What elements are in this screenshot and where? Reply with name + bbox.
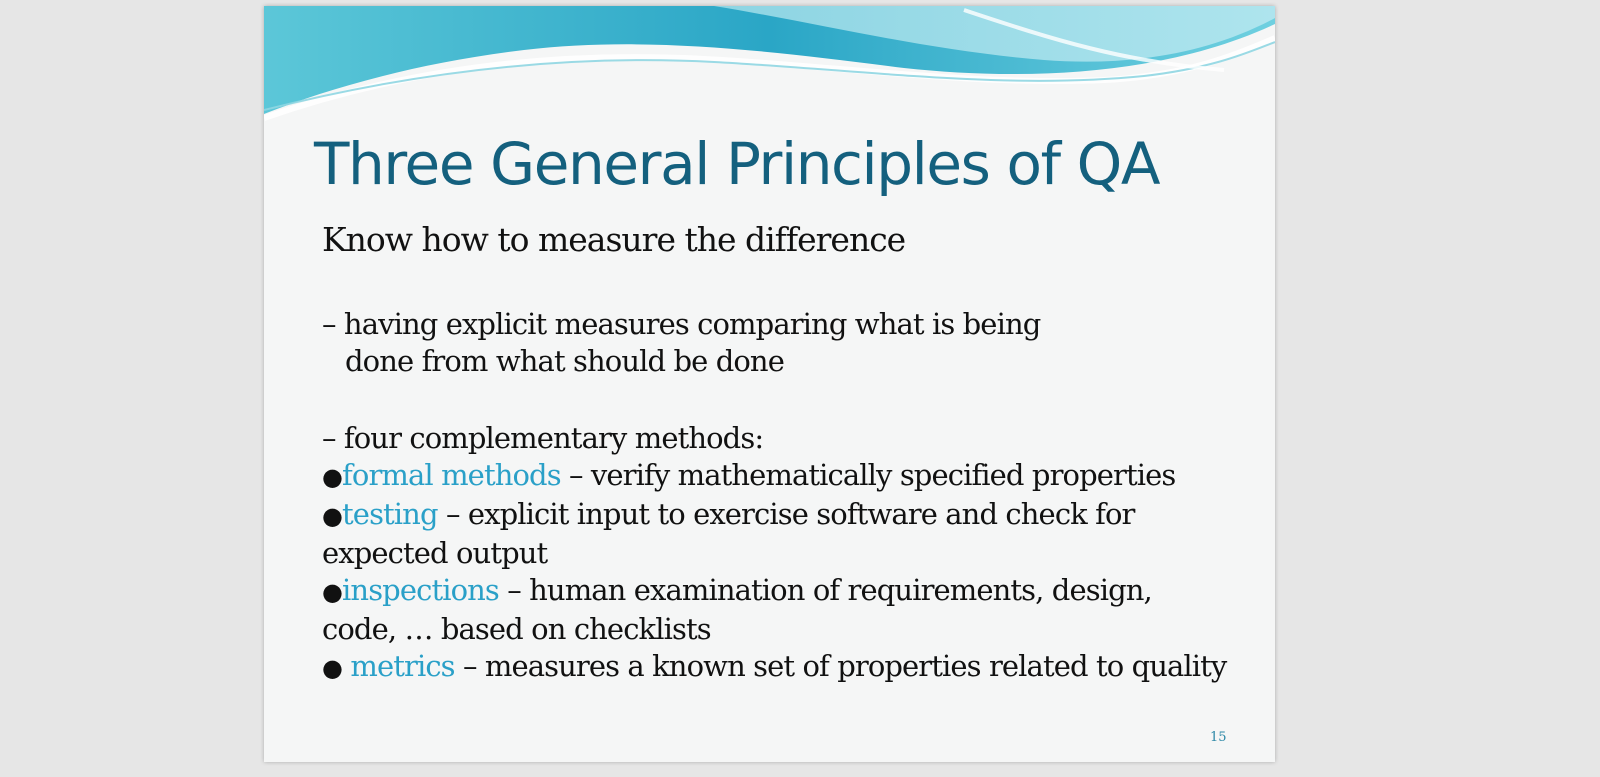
subheading: Know how to measure the difference bbox=[322, 220, 906, 259]
para2-intro: – four complementary methods: bbox=[322, 421, 764, 455]
bullet-continuation: expected output bbox=[322, 536, 548, 570]
bullet-term: formal methods bbox=[342, 458, 562, 492]
slide: Three General Principles of QA Know how … bbox=[264, 6, 1275, 762]
bullet-term: metrics bbox=[350, 649, 455, 683]
bullet-term: testing bbox=[342, 497, 438, 531]
bullet-text: – explicit input to exercise software an… bbox=[437, 497, 1135, 531]
bullet-icon: ● bbox=[322, 502, 343, 530]
list-item: ● metrics – measures a known set of prop… bbox=[322, 648, 1252, 687]
list-item: ●formal methods – verify mathematically … bbox=[322, 457, 1252, 496]
para1-line1: – having explicit measures comparing wha… bbox=[322, 307, 1041, 341]
para1-line2: done from what should be done bbox=[345, 344, 785, 378]
page-number: 15 bbox=[1210, 730, 1227, 745]
header-wave-decoration bbox=[264, 6, 1275, 121]
bullet-text: – human examination of requirements, des… bbox=[498, 573, 1153, 607]
bullet-continuation: code, … based on checklists bbox=[322, 612, 712, 646]
bullet-icon: ● bbox=[322, 578, 343, 606]
list-item: ●testing – explicit input to exercise so… bbox=[322, 496, 1252, 535]
bullet-term: inspections bbox=[342, 573, 500, 607]
slide-body: Know how to measure the difference – hav… bbox=[322, 218, 1252, 687]
bullet-icon: ● bbox=[322, 463, 343, 491]
list-item: ●inspections – human examination of requ… bbox=[322, 572, 1252, 611]
bullet-text: – verify mathematically specified proper… bbox=[560, 458, 1176, 492]
bullet-text: – measures a known set of properties rel… bbox=[454, 649, 1227, 683]
bullet-icon: ● bbox=[322, 654, 343, 682]
slide-title: Three General Principles of QA bbox=[314, 130, 1161, 198]
